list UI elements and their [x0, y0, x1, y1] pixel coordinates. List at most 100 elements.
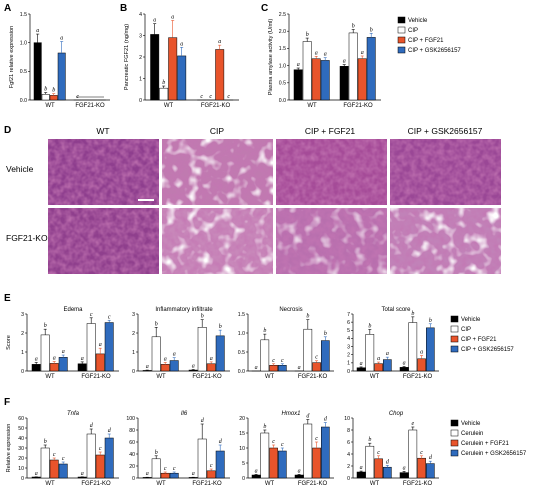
bar [339, 66, 349, 101]
bar [251, 474, 261, 479]
panel-label-c: C [261, 3, 268, 14]
y-tick-label: 0.5 [238, 350, 245, 356]
significance-letter: a [146, 471, 149, 477]
significance-letter: d [90, 423, 94, 429]
bar [197, 438, 207, 479]
y-tick-label: 0 [347, 476, 350, 482]
panel-label-a: A [4, 3, 11, 14]
y-axis-label: Score [6, 335, 12, 350]
legend-swatch [397, 36, 406, 44]
bar [142, 370, 152, 372]
legend-swatch [450, 315, 459, 323]
significance-letter: d [386, 459, 390, 465]
bar [95, 353, 105, 372]
y-tick-label: 4 [347, 452, 350, 458]
legend-swatch [450, 439, 459, 447]
significance-letter: a [360, 465, 363, 471]
significance-letter: b [429, 318, 432, 324]
significance-letter: c [108, 314, 111, 320]
significance-letter: b [44, 439, 47, 445]
bar [365, 445, 375, 479]
y-tick-label: 2.0 [279, 29, 286, 35]
significance-letter: a [297, 62, 300, 68]
significance-letter: c [209, 94, 212, 100]
y-tick-label: 1 [347, 361, 350, 367]
bar [356, 367, 366, 372]
y-tick-label: 1.5 [20, 12, 27, 18]
significance-letter: b [219, 324, 222, 330]
bar [374, 458, 383, 479]
legend-swatch [450, 419, 459, 427]
bar [206, 470, 216, 479]
significance-letter: b [306, 32, 309, 38]
legend-swatch [450, 325, 459, 333]
bar [260, 432, 270, 479]
x-tick-label: WT [370, 481, 380, 487]
significance-letter: a [377, 356, 380, 362]
y-tick-label: 10 [239, 446, 245, 452]
significance-letter: d [429, 455, 433, 461]
legend-top: Vehicle CIP CIP + FGF21 CIP + GSK2656157 [397, 16, 461, 54]
x-tick-label: FGF21-KO [192, 481, 222, 487]
y-tick-label: 30 [18, 446, 24, 452]
bar [77, 363, 87, 372]
y-tick-label: 3 [132, 312, 135, 318]
bar [312, 447, 321, 479]
legend-swatch [397, 16, 406, 24]
y-tick-label: 2.5 [279, 12, 286, 18]
bar [426, 463, 435, 479]
significance-letter: a [81, 471, 84, 477]
chart-tnfa: 0 10 20 30 40 50 60 Relative expression Tnfa a a b d… [6, 411, 119, 487]
significance-letter: a [210, 356, 213, 362]
micro-col-wt: WT [96, 126, 109, 136]
significance-letter: a [62, 349, 65, 355]
bar [31, 364, 41, 372]
significance-letter: a [35, 356, 38, 362]
panel-label-e: E [4, 293, 11, 304]
significance-letter: d [324, 417, 328, 423]
y-tick-label: 0.0 [279, 98, 286, 104]
significance-letter: b [370, 27, 373, 33]
legend-entry: CIP [408, 28, 418, 34]
significance-letter: a [298, 365, 301, 371]
x-tick-label: WT [156, 374, 166, 380]
x-tick-label: WT [265, 374, 275, 380]
bar [399, 472, 409, 479]
legend-entry: Vehicle [461, 317, 481, 323]
legend-entry: CIP + GSK2656157 [461, 347, 514, 353]
x-tick-label: FGF21-KO [403, 481, 433, 487]
significance-letter: b [52, 88, 55, 94]
chart-title: Chop [389, 411, 404, 417]
significance-letter: d [306, 414, 310, 420]
significance-letter: a [298, 468, 301, 474]
legend-entry: Vehicle [461, 421, 481, 427]
bar [188, 369, 198, 372]
bar [150, 34, 160, 101]
bar [58, 357, 68, 372]
y-axis-label: Pancreatic FGF21 (ng/mg) [124, 24, 130, 90]
y-tick-label: 1.0 [279, 63, 286, 69]
bar [77, 476, 87, 479]
y-tick-label: 50 [18, 426, 24, 432]
x-tick-label: WT [265, 481, 275, 487]
chart-title: Total score [381, 307, 411, 313]
significance-letter: c [315, 436, 318, 442]
micro-col-cip: CIP [210, 126, 225, 136]
bar [357, 58, 367, 101]
y-tick-label: 1 [139, 76, 142, 82]
significance-letter: a [171, 14, 174, 20]
x-tick-label: WT [45, 481, 55, 487]
significance-letter: b [324, 331, 327, 337]
bar [215, 335, 225, 372]
chart-pancreatic-fgf21: 0 1 2 3 4 Pancreatic FGF21 (ng/mg) a c b c a a a c WT F… [124, 12, 239, 109]
micro-row-fgf21-ko: FGF21-KO [6, 233, 48, 243]
y-tick-label: 1.5 [279, 46, 286, 52]
significance-letter: a [315, 50, 318, 56]
significance-letter: b [411, 311, 414, 317]
bar [366, 37, 376, 101]
significance-letter: c [377, 450, 380, 456]
significance-letter: a [255, 468, 258, 474]
